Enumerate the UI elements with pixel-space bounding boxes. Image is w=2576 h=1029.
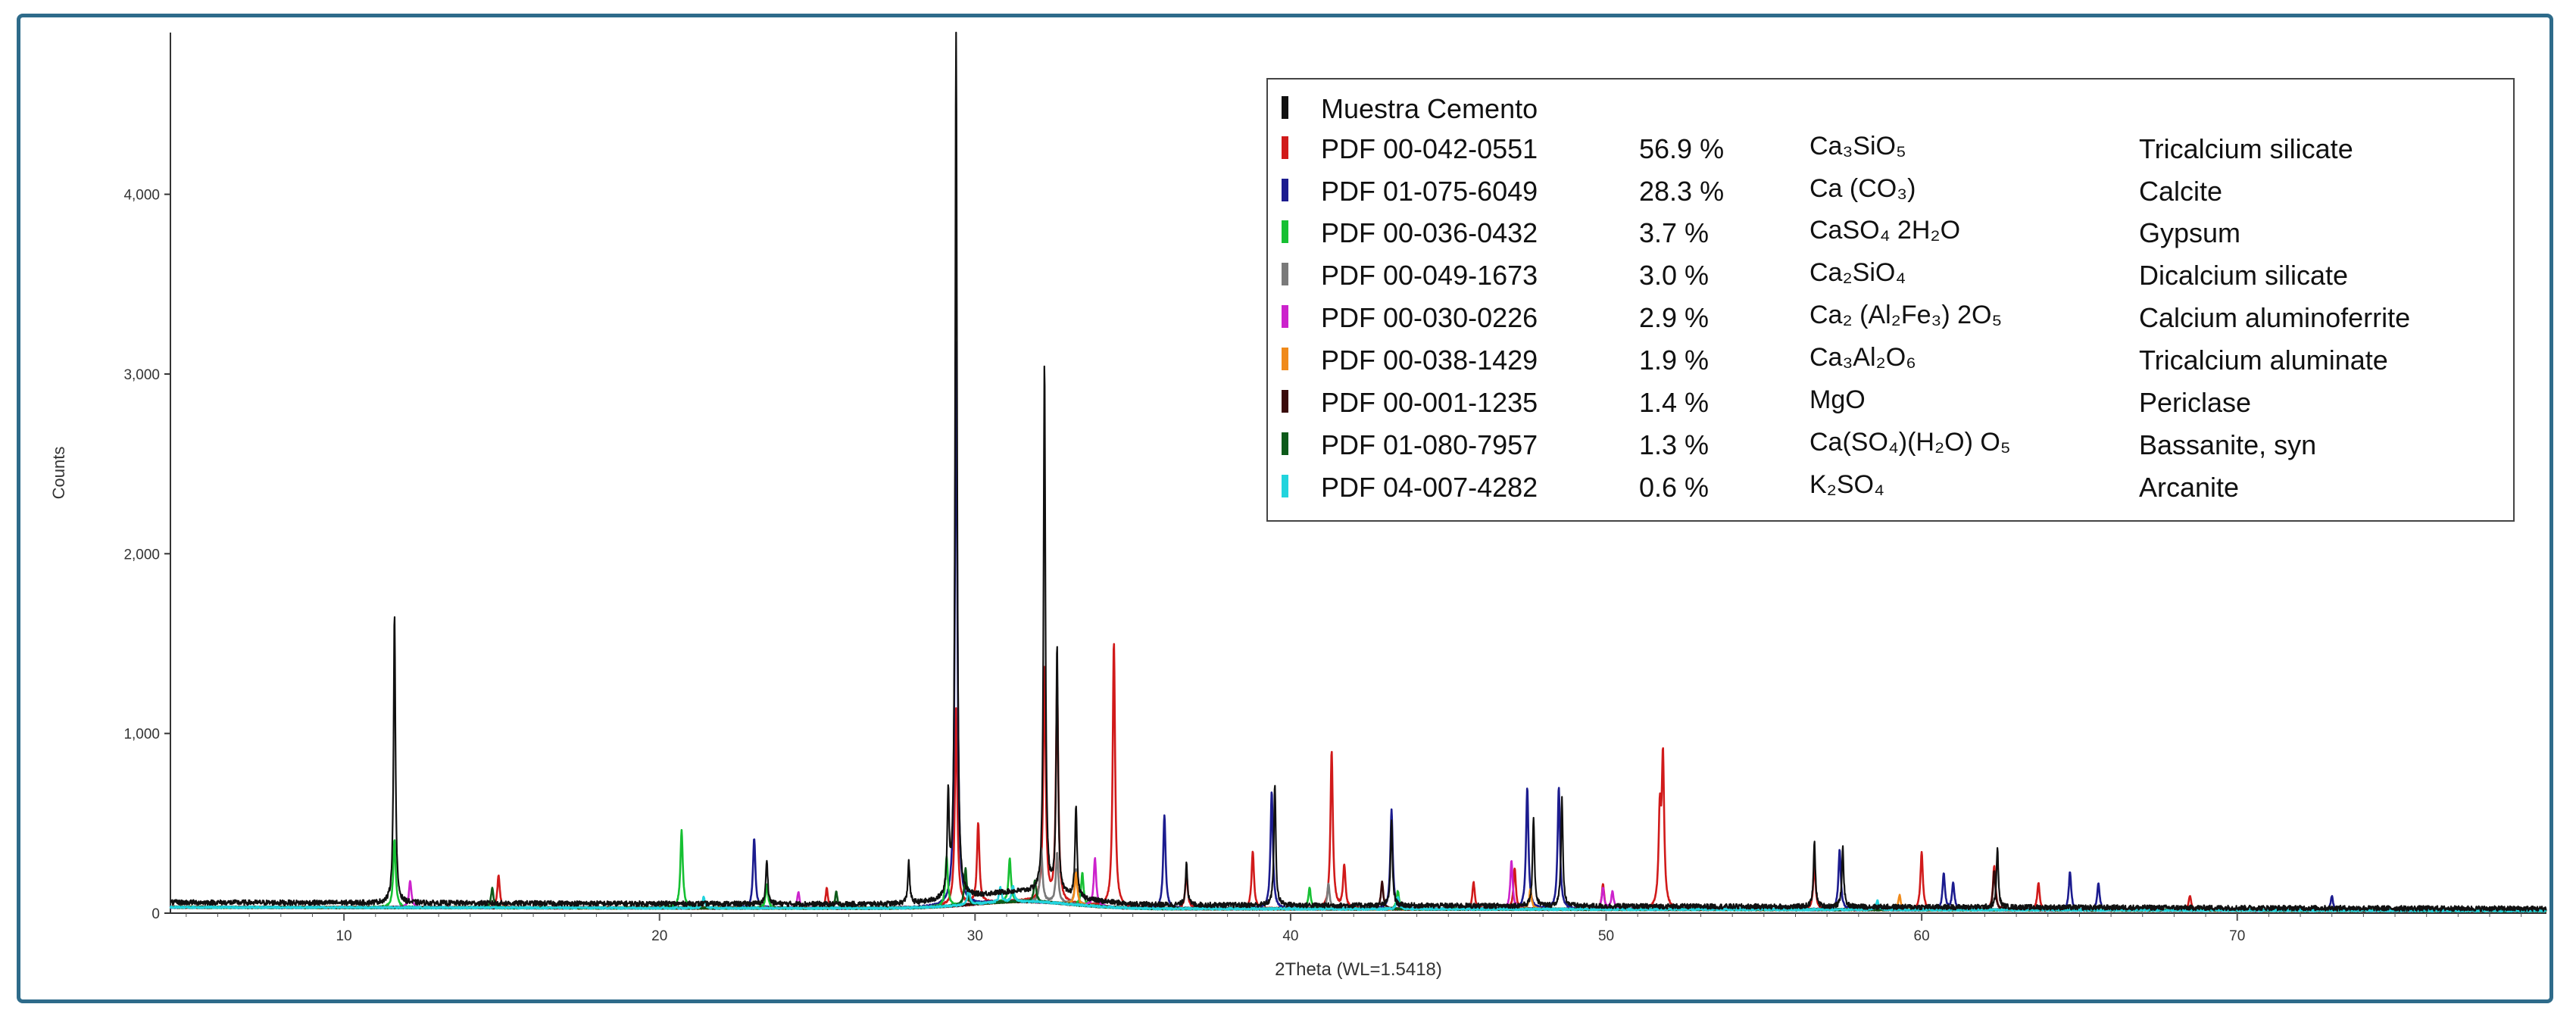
axes xyxy=(170,33,2546,914)
legend-formula: K₂SO₄ xyxy=(1809,470,1884,499)
legend-swatch xyxy=(1282,390,1288,413)
legend-formula: Ca (CO₃) xyxy=(1809,174,1916,203)
legend-swatch xyxy=(1282,305,1288,328)
series-layer xyxy=(169,31,2547,913)
legend-swatch xyxy=(1282,136,1288,159)
x-tick-label: 30 xyxy=(967,928,983,944)
legend-row-2: PDF 01-075-6049 28.3 % Ca (CO₃) Calcite xyxy=(1268,171,2513,210)
legend-row-6: PDF 00-038-1429 1.9 % Ca₃Al₂O₆ Tricalciu… xyxy=(1268,340,2513,379)
legend-percent: 2.9 % xyxy=(1639,302,1710,333)
legend-pdf: PDF 00-036-0432 xyxy=(1321,217,1538,248)
legend: Muestra Cemento PDF 00-042-0551 56.9 % C… xyxy=(1266,78,2515,522)
legend-phase-name: Dicalcium silicate xyxy=(2139,260,2349,291)
legend-swatch xyxy=(1282,475,1288,497)
legend-swatch xyxy=(1282,432,1288,455)
legend-sample-name: Muestra Cemento xyxy=(1321,93,1538,124)
x-tick-label: 70 xyxy=(2229,928,2245,944)
x-tick-label: 50 xyxy=(1598,928,1614,944)
legend-pdf: PDF 01-075-6049 xyxy=(1321,176,1538,207)
figure-frame: 0 1,000 2,000 3,000 4,000 10 20 30 40 50 60 70 Coun… xyxy=(17,14,2553,1003)
legend-row-9: PDF 04-007-4282 0.6 % K₂SO₄ Arcanite xyxy=(1268,467,2513,507)
legend-formula: Ca(SO₄)(H₂O) O₅ xyxy=(1809,428,2011,457)
legend-percent: 0.6 % xyxy=(1639,472,1710,503)
legend-row-8: PDF 01-080-7957 1.3 % Ca(SO₄)(H₂O) O₅ Ba… xyxy=(1268,425,2513,464)
x-tick-label: 60 xyxy=(1914,928,1930,944)
legend-row-sample: Muestra Cemento xyxy=(1268,89,2513,128)
legend-swatch xyxy=(1282,263,1288,285)
legend-swatch xyxy=(1282,348,1288,370)
legend-pdf: PDF 00-038-1429 xyxy=(1321,345,1538,376)
y-tick-label: 0 xyxy=(151,906,160,922)
xrd-chart: 0 1,000 2,000 3,000 4,000 10 20 30 40 50 60 70 Coun… xyxy=(49,31,2547,980)
legend-percent: 1.3 % xyxy=(1639,429,1710,460)
legend-formula: Ca₃SiO₅ xyxy=(1809,132,1906,161)
legend-swatch xyxy=(1282,179,1288,201)
legend-swatch xyxy=(1282,96,1288,119)
legend-row-7: PDF 00-001-1235 1.4 % MgO Periclase xyxy=(1268,382,2513,422)
legend-pdf: PDF 00-049-1673 xyxy=(1321,260,1538,291)
y-tick-label: 2,000 xyxy=(123,547,160,563)
series-line-tricalcium-silicate xyxy=(169,643,2547,913)
x-tick-label: 20 xyxy=(651,928,667,944)
legend-row-4: PDF 00-049-1673 3.0 % Ca₂SiO₄ Dicalcium … xyxy=(1268,255,2513,295)
legend-percent: 1.9 % xyxy=(1639,345,1710,376)
legend-percent: 56.9 % xyxy=(1639,133,1725,164)
legend-percent: 3.7 % xyxy=(1639,217,1710,248)
legend-percent: 1.4 % xyxy=(1639,387,1710,418)
ticks: 0 1,000 2,000 3,000 4,000 10 20 30 40 50 60 70 xyxy=(123,188,2522,944)
legend-pdf: PDF 00-030-0226 xyxy=(1321,302,1538,333)
legend-phase-name: Periclase xyxy=(2139,387,2252,418)
legend-percent: 3.0 % xyxy=(1639,260,1710,291)
y-tick-label: 1,000 xyxy=(123,727,160,743)
legend-phase-name: Arcanite xyxy=(2139,472,2240,503)
legend-phase-name: Bassanite, syn xyxy=(2139,429,2317,460)
x-tick-label: 10 xyxy=(336,928,352,944)
legend-pdf: PDF 00-001-1235 xyxy=(1321,387,1538,418)
legend-phase-name: Tricalcium aluminate xyxy=(2139,345,2388,376)
legend-pdf: PDF 04-007-4282 xyxy=(1321,472,1538,503)
legend-row-5: PDF 00-030-0226 2.9 % Ca₂ (Al₂Fe₃) 2O₅ C… xyxy=(1268,298,2513,337)
legend-row-1: PDF 00-042-0551 56.9 % Ca₃SiO₅ Tricalciu… xyxy=(1268,129,2513,168)
legend-formula: Ca₂SiO₄ xyxy=(1809,258,1906,287)
x-tick-label: 40 xyxy=(1282,928,1298,944)
series-line-muestra-cemento xyxy=(170,31,2547,912)
legend-phase-name: Gypsum xyxy=(2139,217,2241,248)
y-tick-label: 4,000 xyxy=(123,188,160,204)
legend-swatch xyxy=(1282,220,1288,243)
legend-formula: MgO xyxy=(1809,385,1866,414)
legend-pdf: PDF 00-042-0551 xyxy=(1321,133,1538,164)
legend-phase-name: Calcite xyxy=(2139,176,2223,207)
legend-formula: Ca₃Al₂O₆ xyxy=(1809,343,1916,372)
legend-formula: Ca₂ (Al₂Fe₃) 2O₅ xyxy=(1809,301,2003,329)
x-axis-label: 2Theta (WL=1.5418) xyxy=(1275,959,1442,980)
legend-row-3: PDF 00-036-0432 3.7 % CaSO₄ 2H₂O Gypsum xyxy=(1268,213,2513,252)
legend-percent: 28.3 % xyxy=(1639,176,1725,207)
legend-formula: CaSO₄ 2H₂O xyxy=(1809,216,1961,245)
legend-phase-name: Calcium aluminoferrite xyxy=(2139,302,2411,333)
y-tick-label: 3,000 xyxy=(123,367,160,383)
legend-phase-name: Tricalcium silicate xyxy=(2139,133,2353,164)
y-axis-label: Counts xyxy=(49,447,68,500)
legend-pdf: PDF 01-080-7957 xyxy=(1321,429,1538,460)
